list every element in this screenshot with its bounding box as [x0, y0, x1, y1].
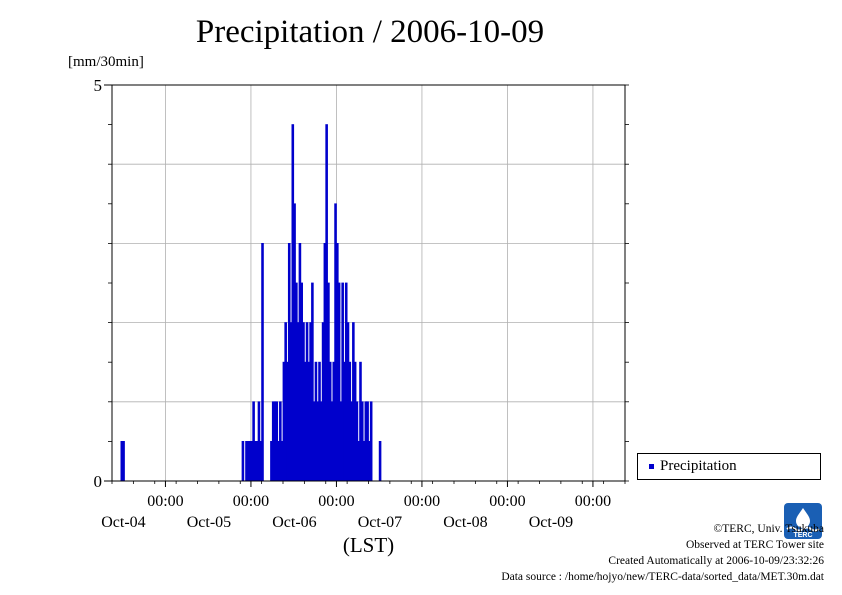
legend-swatch	[649, 464, 654, 469]
bar	[241, 440, 245, 482]
bar	[378, 440, 382, 482]
chart-title: Precipitation / 2006-10-09	[195, 14, 545, 50]
bar	[261, 242, 264, 482]
x-axis-label: (LST)	[343, 533, 394, 557]
x-tick-time-label: 00:00	[318, 493, 354, 510]
logo-text: TERC	[793, 532, 812, 539]
credits: ©TERC, Univ. Tsukuba Observed at TERC To…	[501, 521, 824, 585]
x-tick-time-label: 00:00	[233, 493, 269, 510]
x-tick-date-label: Oct-04	[101, 514, 145, 531]
credit-source: Data source : /home/hojyo/new/TERC-data/…	[501, 571, 824, 583]
x-tick-date-label: Oct-08	[443, 514, 487, 531]
x-tick-time-label: 00:00	[575, 493, 611, 510]
legend-label: Precipitation	[660, 458, 737, 474]
y-tick-label: 0	[94, 472, 103, 491]
chart-legend: Precipitation	[637, 453, 821, 480]
x-tick-date-label: Oct-05	[187, 514, 231, 531]
bar	[369, 401, 373, 482]
credit-created: Created Automatically at 2006-10-09/23:3…	[608, 555, 824, 567]
bar	[122, 440, 125, 482]
x-tick-date-label: Oct-07	[358, 514, 402, 531]
terc-logo: TERC	[784, 503, 822, 539]
y-tick-label: 5	[94, 76, 103, 95]
credit-copyright: ©TERC, Univ. Tsukuba	[713, 523, 824, 535]
x-tick-date-label: Oct-09	[529, 514, 573, 531]
y-axis-unit-label: [mm/30min]	[68, 54, 144, 70]
x-tick-time-label: 00:00	[489, 493, 525, 510]
x-tick-time-label: 00:00	[147, 493, 183, 510]
x-tick-date-label: Oct-06	[272, 514, 316, 531]
credit-observed: Observed at TERC Tower site	[685, 539, 824, 551]
x-tick-time-label: 00:00	[404, 493, 440, 510]
